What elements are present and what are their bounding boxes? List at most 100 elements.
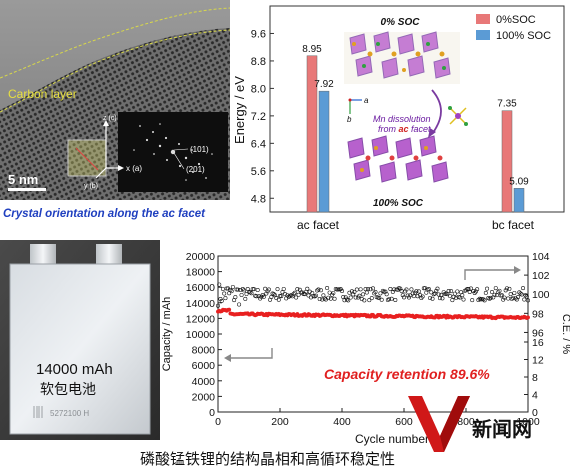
cycle-x-tick-label-0: 0	[215, 416, 221, 428]
battery-body	[9, 263, 151, 435]
energy-bar-label-1-1: 5.09	[509, 176, 529, 187]
ce-point	[452, 291, 457, 296]
cycle-left-tick-label-4: 8000	[192, 345, 216, 357]
energy-ytick-label-5: 8.8	[251, 56, 266, 68]
cycle-left-tick-label-0: 0	[209, 407, 215, 419]
ce-point	[501, 297, 506, 302]
ce-point	[514, 297, 519, 302]
ce-point	[490, 290, 495, 295]
ce-point	[511, 295, 516, 300]
cycle-x-tick-label-4: 800	[457, 416, 475, 428]
energy-category-label-1: bc facet	[492, 218, 535, 232]
watermark-text: 新闻网	[472, 417, 532, 441]
ce-point	[243, 296, 248, 301]
ce-point	[415, 294, 420, 299]
ce-point	[275, 287, 280, 292]
ce-point	[385, 298, 390, 303]
ce-point	[421, 286, 426, 291]
energy-chart-svg: 4.8 5.6 6.4 7.2 8.0 8.8 9.6 8.95 7.92 7.35 5.09 E…	[232, 5, 565, 232]
ce-point	[454, 295, 459, 300]
ce-point	[369, 296, 374, 301]
energy-ytick-label-4: 8.0	[251, 83, 266, 95]
ce-point	[371, 286, 376, 291]
ce-point	[481, 297, 486, 302]
ce-point	[217, 282, 222, 287]
energy-bar-0-1	[318, 90, 330, 213]
cycle-right-tick-label-9: 104	[532, 251, 550, 263]
mn-atom-icon	[448, 106, 468, 126]
ce-point	[493, 286, 498, 291]
ce-point	[264, 291, 269, 296]
ce-point	[313, 293, 318, 298]
energy-ytick-label-2: 6.4	[251, 138, 266, 150]
ce-point	[455, 289, 460, 294]
ce-point	[507, 286, 512, 291]
tem-caption: Crystal orientation along the ac facet	[3, 208, 205, 220]
ce-axis-arrow	[464, 266, 521, 280]
ce-point	[414, 289, 419, 294]
dissolution-text-facet: ac	[399, 124, 409, 134]
ce-point	[406, 295, 411, 300]
ce-point	[488, 295, 493, 300]
ce-point	[502, 295, 507, 300]
ce-point	[318, 288, 323, 293]
legend-swatch-100soc	[476, 30, 490, 40]
energy-bar-0-0	[306, 55, 318, 213]
ce-point	[460, 293, 465, 298]
ce-point	[233, 295, 238, 300]
dissolution-text-from: from	[378, 124, 397, 134]
news-watermark: 新闻网	[408, 396, 532, 452]
ce-point	[256, 294, 261, 299]
energy-legend: 0%SOC 100% SOC	[476, 14, 551, 42]
ce-point	[497, 288, 502, 293]
cycle-chart-svg: 0200040006000800010000120001400016000180…	[161, 251, 570, 446]
ce-point	[364, 290, 369, 295]
cycle-x-tick-label-3: 600	[395, 416, 413, 428]
cycle-left-tick-label-7: 14000	[186, 298, 215, 310]
ce-point	[291, 291, 296, 296]
ce-point	[366, 286, 371, 291]
cycle-x-axis-label: Cycle number	[355, 432, 429, 446]
cycle-left-tick-label-8: 16000	[186, 282, 215, 294]
ce-point	[322, 296, 327, 301]
ce-point	[426, 287, 431, 292]
ce-point	[399, 288, 404, 293]
carbon-layer-label: Carbon layer	[8, 87, 77, 101]
battery-type-label: 软包电池	[40, 381, 96, 397]
ce-point	[428, 295, 433, 300]
cycle-plot-frame	[217, 255, 529, 413]
ce-point	[242, 288, 247, 293]
cycle-right-tick-label-0: 0	[532, 407, 538, 419]
battery-serial: 5272100 H	[50, 409, 89, 418]
ce-point	[476, 297, 481, 302]
ce-point	[506, 296, 511, 301]
ce-point	[400, 293, 405, 298]
dissolution-text-line1: Mn dissolution	[373, 114, 431, 124]
ce-point	[389, 296, 394, 301]
ce-point	[238, 288, 243, 293]
scale-bar	[8, 188, 46, 191]
ce-point	[344, 297, 349, 302]
cycle-life-chart: 0 2000 4000 6000 8000 10000 12000 14000 16000 180…	[160, 240, 570, 448]
structure-100soc	[347, 135, 449, 183]
ce-point	[320, 297, 325, 302]
unit-cell-box	[67, 139, 107, 177]
ce-point	[276, 297, 281, 302]
ce-point	[263, 286, 268, 291]
ce-point	[279, 294, 284, 299]
ce-point	[290, 294, 295, 299]
ce-point	[468, 286, 473, 291]
cycle-left-tick-label-2: 4000	[192, 376, 216, 388]
cycle-left-tick-label-5: 10000	[186, 329, 215, 341]
ce-point	[524, 294, 529, 299]
ce-point	[512, 290, 517, 295]
crystal-axes	[95, 124, 120, 179]
ce-point	[430, 296, 435, 301]
ce-point	[340, 288, 345, 293]
capacity-point	[227, 307, 232, 312]
ce-point	[255, 288, 260, 293]
cycle-right-tick-label-6: 98	[532, 308, 544, 320]
ce-point	[357, 293, 362, 298]
tem-image: Carbon layer (101) (201)	[0, 0, 231, 200]
ce-point	[292, 290, 297, 295]
